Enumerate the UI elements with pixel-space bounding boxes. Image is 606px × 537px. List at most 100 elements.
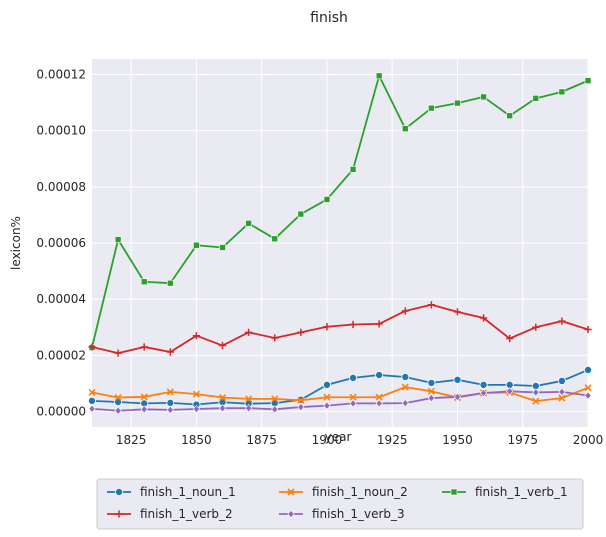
legend-marker [115, 487, 124, 496]
data-point [375, 393, 383, 401]
data-point [349, 393, 357, 401]
y-tick-label: 0.00004 [36, 292, 86, 306]
data-point [584, 391, 592, 400]
data-point [375, 320, 383, 328]
data-point [218, 404, 227, 413]
data-point [532, 388, 540, 397]
legend-marker [450, 488, 458, 496]
legend-label: finish_1_verb_2 [140, 507, 233, 521]
data-point [140, 278, 148, 286]
y-tick-label: 0.00000 [36, 405, 86, 419]
data-point [506, 112, 513, 120]
data-point [322, 380, 331, 389]
data-point [428, 104, 435, 112]
data-point [532, 323, 540, 331]
x-tick-label: 1925 [377, 433, 408, 447]
data-point [245, 328, 253, 336]
data-point [584, 325, 592, 334]
data-point [218, 341, 227, 350]
data-point [245, 404, 253, 413]
data-point [140, 343, 148, 351]
legend-marker [287, 509, 295, 519]
data-point [401, 125, 409, 132]
grid-lines [92, 59, 589, 427]
data-point [166, 348, 174, 356]
x-tick-label: 1900 [312, 433, 343, 447]
data-point [453, 392, 462, 401]
legend-label: finish_1_verb_1 [475, 485, 568, 499]
data-point [427, 301, 435, 309]
data-point [532, 397, 540, 405]
data-point [323, 323, 331, 331]
data-point [114, 393, 122, 402]
data-point [88, 396, 97, 405]
data-point [114, 236, 122, 243]
y-tick-label: 0.00002 [36, 348, 86, 362]
data-point [453, 375, 462, 384]
data-point [192, 404, 201, 414]
y-axis-ticks: 0.00000 0.00002 0.00004 0.00006 0.00008 0.000… [36, 67, 86, 418]
data-point [297, 328, 305, 336]
series-line [91, 303, 589, 355]
legend-item: finish_1_noun_1 [107, 485, 236, 499]
data-point [401, 307, 409, 315]
y-tick-label: 0.00006 [36, 236, 86, 250]
x-tick-label: 1950 [442, 433, 473, 447]
y-tick-label: 0.00012 [36, 67, 86, 81]
data-point [506, 334, 514, 343]
data-point [271, 395, 279, 403]
data-point [323, 393, 331, 401]
data-point [192, 332, 201, 340]
data-point [297, 403, 305, 412]
data-point [271, 334, 279, 342]
data-point [166, 388, 174, 396]
data-point [192, 390, 200, 398]
data-point [88, 388, 96, 397]
data-point [453, 308, 462, 316]
data-point [401, 399, 409, 408]
data-point [245, 395, 253, 403]
data-point [140, 393, 148, 401]
data-point [584, 384, 592, 392]
series-line [91, 386, 589, 403]
data-point [219, 244, 226, 251]
legend-marker [115, 510, 123, 518]
y-tick-label: 0.00010 [36, 124, 86, 138]
y-tick-label: 0.00008 [36, 180, 86, 194]
x-tick-label: 1975 [507, 433, 538, 447]
data-point [297, 210, 305, 218]
legend-item: finish_1_verb_1 [442, 485, 568, 499]
data-point [245, 220, 252, 227]
series-finish_1_verb_2 [88, 301, 592, 357]
data-point [349, 320, 357, 329]
data-point [506, 387, 514, 396]
data-point [558, 88, 566, 96]
data-point [140, 405, 148, 414]
x-tick-label: 1875 [246, 433, 277, 447]
data-point [427, 378, 436, 387]
x-tick-label: 1850 [181, 433, 212, 447]
data-point [297, 396, 305, 404]
series-group [88, 72, 593, 415]
data-point [349, 399, 357, 408]
legend-label: finish_1_noun_2 [312, 485, 408, 499]
legend-item: finish_1_noun_2 [279, 485, 408, 499]
data-point [479, 388, 488, 398]
chart-title: finish [310, 10, 348, 26]
data-point [271, 405, 279, 414]
legend-label: finish_1_verb_3 [312, 507, 405, 521]
data-point [114, 406, 122, 415]
x-axis-label: year [325, 430, 352, 444]
data-point [427, 387, 435, 395]
data-point [375, 72, 383, 80]
series-line [91, 74, 589, 348]
series-line [91, 390, 589, 412]
data-point [349, 373, 358, 382]
data-point [349, 166, 357, 173]
legend-label: finish_1_noun_1 [140, 485, 236, 499]
data-point [271, 235, 279, 243]
legend-item: finish_1_verb_3 [279, 507, 405, 521]
legend: finish_1_noun_1 finish_1_noun_2 finish_1_v… [96, 478, 584, 530]
data-point [584, 77, 592, 84]
